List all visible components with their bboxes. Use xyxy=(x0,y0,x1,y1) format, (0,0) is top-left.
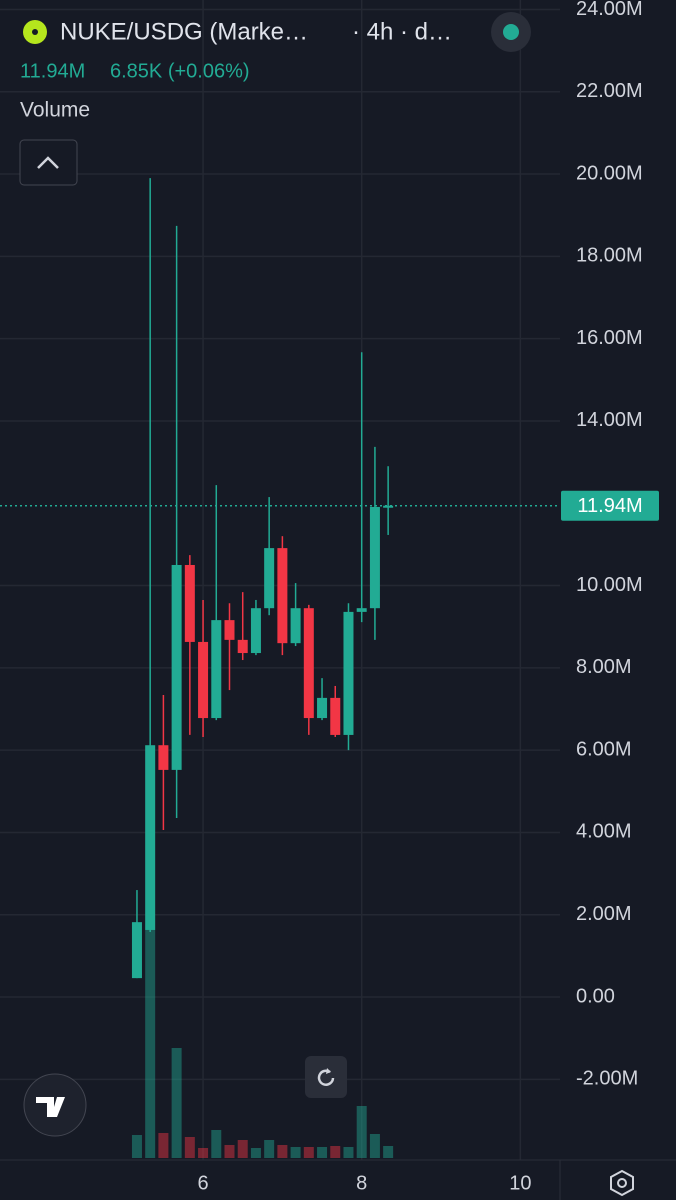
volume-bar xyxy=(330,1146,341,1158)
reset-button[interactable] xyxy=(305,1056,347,1098)
reset-icon xyxy=(317,1069,335,1086)
candle-body xyxy=(290,608,301,644)
volume-bar xyxy=(211,1130,222,1158)
candle-body xyxy=(224,620,235,640)
volume-bar xyxy=(184,1137,195,1158)
volume-bar xyxy=(317,1147,328,1158)
candle-body xyxy=(131,922,142,979)
candle-body xyxy=(303,608,314,719)
volume-bar xyxy=(158,1133,169,1158)
last-price-box xyxy=(561,490,659,521)
volume-bar xyxy=(145,930,156,1158)
symbol-title: NUKE/USDG (Marke… xyxy=(60,18,308,45)
y-tick-label: 20.00M xyxy=(576,162,643,184)
volume-bar xyxy=(383,1146,394,1158)
y-tick-label: 10.00M xyxy=(576,574,643,596)
x-tick-label: 6 xyxy=(197,1172,208,1194)
label-layer: -2.00M 0.00 2.00M 4.00M 6.00M 8.00M 10.00M 14.0… xyxy=(197,0,659,1194)
volume-bar xyxy=(131,1135,142,1158)
symbol-icon-dot xyxy=(32,29,38,35)
volume-bar xyxy=(303,1147,314,1158)
candle-body xyxy=(369,506,380,609)
y-tick-label: 4.00M xyxy=(576,821,632,843)
candle-body xyxy=(171,564,182,770)
volume-bar xyxy=(171,1048,182,1158)
volume-bar xyxy=(237,1140,248,1158)
grid xyxy=(0,0,560,1160)
y-tick-label: 0.00 xyxy=(576,985,615,1007)
candle-body xyxy=(211,620,222,719)
volume-bar xyxy=(198,1148,209,1158)
volume-layer xyxy=(131,930,394,1158)
y-tick-label: 22.00M xyxy=(576,80,643,102)
candle-body xyxy=(356,608,367,612)
reset-arrow xyxy=(326,1068,331,1074)
last-price-label: 11.94M xyxy=(577,495,642,517)
candle-body xyxy=(277,548,288,644)
y-tick-label: -2.00M xyxy=(576,1068,638,1090)
candle-body xyxy=(237,639,248,654)
x-tick-label: 8 xyxy=(356,1172,367,1194)
volume-bar xyxy=(343,1147,354,1158)
y-tick-label: 14.00M xyxy=(576,409,643,431)
settings-button[interactable] xyxy=(610,1169,634,1197)
collapse-button[interactable] xyxy=(19,139,78,186)
candle-body xyxy=(317,697,328,719)
stats-change: 6.85K (+0.06%) xyxy=(110,60,250,82)
y-tick-label: 16.00M xyxy=(576,327,643,349)
collapse-icon xyxy=(37,156,59,169)
candle-body xyxy=(158,745,169,770)
stats-price: 11.94M xyxy=(20,60,85,82)
y-tick-label: 8.00M xyxy=(576,656,632,678)
candle-body xyxy=(264,548,275,609)
settings-icon xyxy=(617,1178,627,1188)
y-tick-label: 24.00M xyxy=(576,0,643,20)
x-tick-label: 10 xyxy=(509,1172,531,1194)
volume-bar xyxy=(277,1145,288,1158)
volume-bar xyxy=(264,1140,275,1158)
volume-bar xyxy=(369,1134,380,1158)
candle-body xyxy=(343,611,354,735)
interval: · 4h · d… xyxy=(352,18,452,45)
candle-layer xyxy=(0,178,560,979)
candle-body xyxy=(250,608,261,654)
y-tick-label: 2.00M xyxy=(576,903,632,925)
candle-body xyxy=(198,641,209,719)
logo xyxy=(36,1097,65,1117)
candle-body xyxy=(145,745,156,930)
volume-bar xyxy=(224,1145,235,1158)
y-tick-label: 6.00M xyxy=(576,738,632,760)
candle-body xyxy=(383,505,394,508)
status-dot xyxy=(503,24,519,40)
candle-body xyxy=(184,564,195,642)
volume-bar xyxy=(250,1148,261,1158)
y-tick-label: 18.00M xyxy=(576,245,643,267)
volume-label: Volume xyxy=(20,99,90,122)
candle-body xyxy=(330,697,341,735)
volume-bar xyxy=(290,1147,301,1158)
volume-bar xyxy=(356,1106,367,1158)
